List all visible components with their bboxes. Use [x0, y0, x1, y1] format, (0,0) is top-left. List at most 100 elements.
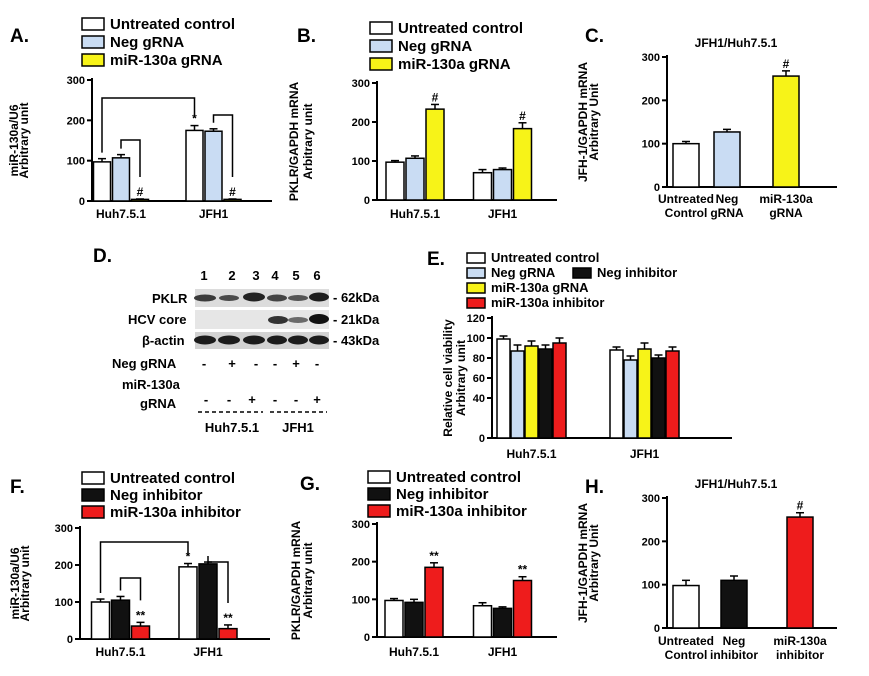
y-tick-label: 200: [642, 536, 660, 548]
bar: [185, 129, 204, 202]
bar: [538, 348, 553, 439]
lane-number: 2: [228, 268, 235, 283]
y-tick-label: 100: [67, 156, 85, 168]
bar: [512, 127, 533, 201]
lane-number: 6: [313, 268, 320, 283]
legend-swatch: [81, 17, 105, 31]
x-category-label: JFH1: [193, 645, 223, 659]
x-category-label: inhibitor: [710, 648, 758, 662]
significance-mark: **: [518, 563, 528, 577]
bar: [92, 161, 112, 202]
panel-label: H.: [585, 477, 604, 498]
comparison-bracket: [99, 541, 189, 594]
legend-swatch: [466, 267, 486, 279]
y-tick-label: 0: [479, 433, 485, 445]
bar: [672, 584, 700, 629]
legend-swatch: [369, 39, 393, 53]
legend-label: miR-130a inhibitor: [110, 504, 241, 521]
y-tick-label: 100: [642, 139, 660, 151]
blot-band: [268, 316, 288, 324]
size-marker: - 62kDa: [333, 290, 380, 305]
x-category-label: JFH1: [630, 447, 660, 461]
legend-swatch: [81, 471, 105, 485]
row-label-mir130a-grna: miR-130a: [122, 377, 181, 392]
y-axis-label: PKLR/GAPDH mRNA: [289, 521, 303, 641]
legend-label: Untreated control: [398, 20, 523, 37]
significance-mark: **: [223, 611, 233, 625]
treatment-sign: -: [315, 356, 319, 371]
legend-swatch: [81, 53, 105, 67]
y-axis-label: Arbitrary unit: [301, 542, 315, 618]
x-category-label: gRNA: [710, 206, 744, 220]
y-tick-label: 0: [364, 632, 370, 644]
blot-band: [243, 335, 265, 345]
blot-band: [194, 294, 216, 302]
legend-label: miR-130a inhibitor: [396, 503, 527, 520]
y-axis-label: Arbitrary unit: [18, 545, 32, 621]
x-category-label: Control: [665, 206, 708, 220]
y-tick-label: 300: [642, 493, 660, 505]
y-axis-label: miR-130a/U6: [8, 547, 22, 619]
y-tick-label: 120: [467, 313, 485, 325]
bar: [385, 161, 405, 201]
bar: [404, 601, 424, 638]
bar: [472, 604, 493, 638]
comparison-bracket: [101, 97, 196, 153]
y-tick-label: 100: [55, 597, 73, 609]
legend-label: Untreated control: [110, 470, 235, 487]
significance-mark: #: [137, 185, 144, 199]
treatment-sign: +: [292, 356, 300, 371]
chart-panel-e: 0 40 60 80 100 120 Relative cell viability Arbi…: [427, 249, 732, 461]
y-tick-label: 0: [364, 195, 370, 207]
panel-label: G.: [300, 474, 320, 495]
y-axis-label: PKLR/GAPDH mRNA: [287, 82, 301, 202]
y-axis-label: Arbitrary unit: [17, 102, 31, 178]
bar: [512, 579, 533, 638]
legend-swatch: [81, 488, 105, 502]
blot-band: [288, 295, 308, 301]
blot-band: [218, 335, 240, 345]
legend-label: Neg gRNA: [398, 38, 472, 55]
significance-mark: #: [783, 57, 790, 71]
chart-title: JFH1/Huh7.5.1: [695, 477, 778, 491]
y-axis-label: Arbitrary Unit: [587, 524, 601, 601]
x-category-label: Huh7.5.1: [390, 207, 440, 221]
legend-label: Untreated control: [110, 16, 235, 33]
y-tick-label: 0: [654, 623, 660, 635]
bar: [111, 157, 131, 202]
y-axis-label: Arbitrary Unit: [587, 83, 601, 160]
lane-number: 5: [292, 268, 299, 283]
group-label-jfh1: JFH1: [282, 420, 314, 435]
legend-label: miR-130a gRNA: [110, 52, 223, 69]
y-tick-label: 300: [642, 52, 660, 64]
legend-swatch: [466, 297, 486, 309]
legend-label: miR-130a gRNA: [398, 56, 511, 73]
bar: [425, 108, 445, 201]
x-category-label: Neg: [723, 634, 746, 648]
x-category-label: miR-130a: [759, 192, 813, 206]
legend-label: miR-130a inhibitor: [491, 295, 604, 310]
x-category-label: Huh7.5.1: [506, 447, 556, 461]
y-axis-label: miR-130a/U6: [7, 104, 21, 176]
panel-label: E.: [427, 249, 445, 270]
blot-band: [267, 294, 287, 302]
legend-swatch: [367, 504, 391, 518]
y-tick-label: 0: [654, 182, 660, 194]
x-category-label: Neg: [716, 192, 739, 206]
comparison-bracket: [207, 556, 229, 603]
legend-swatch: [81, 35, 105, 49]
treatment-sign: -: [202, 356, 206, 371]
bar: [786, 516, 814, 629]
bar: [496, 338, 511, 439]
bar: [110, 599, 131, 640]
legend-label: Untreated control: [491, 250, 599, 265]
y-tick-label: 100: [352, 594, 370, 606]
y-axis-label: Arbitrary unit: [454, 340, 468, 416]
bar: [672, 142, 700, 188]
significance-mark: #: [519, 109, 526, 123]
legend-swatch: [369, 57, 393, 71]
